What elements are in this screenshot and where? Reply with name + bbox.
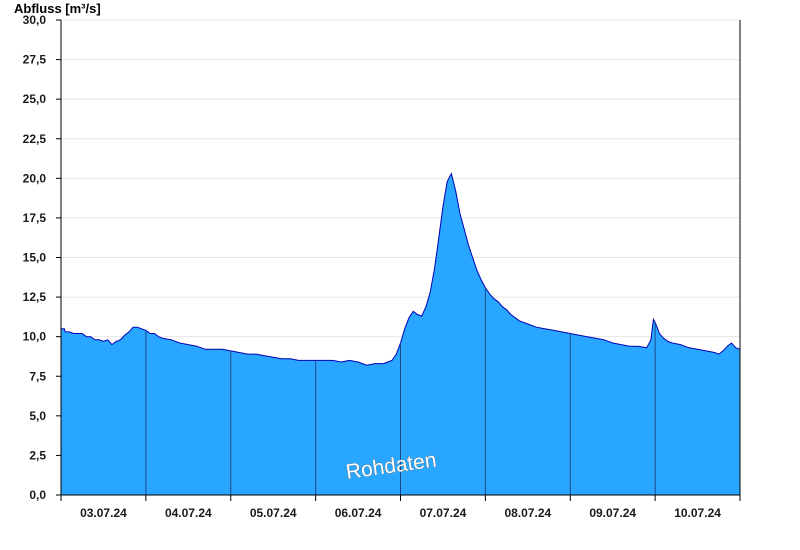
x-tick-label: 10.07.24 bbox=[674, 506, 721, 520]
y-tick-label: 2,5 bbox=[29, 448, 46, 462]
y-tick-label: 7,5 bbox=[29, 369, 46, 383]
y-tick-label: 17,5 bbox=[23, 211, 47, 225]
y-tick-label: 10,0 bbox=[23, 330, 47, 344]
y-tick-label: 22,5 bbox=[23, 132, 47, 146]
y-tick-label: 0,0 bbox=[29, 488, 46, 502]
y-axis-title: Abfluss [m³/s] bbox=[14, 1, 101, 16]
y-tick-label: 25,0 bbox=[23, 92, 47, 106]
y-tick-label: 12,5 bbox=[23, 290, 47, 304]
x-tick-label: 08.07.24 bbox=[504, 506, 551, 520]
day-separators bbox=[145, 287, 656, 495]
series-line bbox=[61, 172, 741, 366]
x-tick-label: 07.07.24 bbox=[420, 506, 467, 520]
x-tick-label: 05.07.24 bbox=[250, 506, 297, 520]
y-tick-label: 15,0 bbox=[23, 251, 47, 265]
x-tick-label: 09.07.24 bbox=[589, 506, 636, 520]
axes bbox=[56, 19, 741, 501]
y-tick-label: 27,5 bbox=[23, 53, 47, 67]
y-tick-label: 20,0 bbox=[23, 171, 47, 185]
y-tick-label: 30,0 bbox=[23, 13, 47, 27]
y-tick-label: 5,0 bbox=[29, 409, 46, 423]
x-tick-label: 04.07.24 bbox=[165, 506, 212, 520]
tick-labels: 0,0 2,5 5,0 7,5 10,0 12,5 15,0 17,5 20,0 22,5 25,0… bbox=[23, 13, 722, 520]
x-tick-label: 03.07.24 bbox=[80, 506, 127, 520]
x-tick-label: 06.07.24 bbox=[335, 506, 382, 520]
